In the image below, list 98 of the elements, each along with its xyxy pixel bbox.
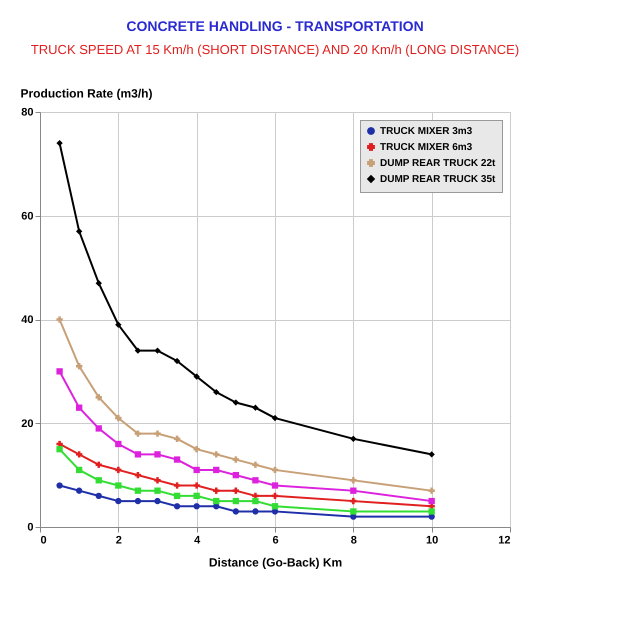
chart-title: CONCRETE HANDLING - TRANSPORTATION [126, 18, 424, 34]
point [232, 508, 239, 515]
x-tick-label: 2 [116, 534, 122, 546]
point [115, 322, 122, 328]
point [350, 508, 356, 515]
point [56, 368, 63, 375]
point [428, 498, 435, 504]
point [252, 462, 259, 468]
legend-label: TRUCK MIXER 3m3 [380, 126, 473, 137]
point [76, 228, 82, 234]
point [174, 492, 180, 500]
point [194, 446, 200, 452]
point [428, 451, 435, 458]
point [194, 492, 200, 500]
point [213, 388, 220, 396]
point [194, 503, 200, 510]
x-tick-label: 10 [426, 534, 438, 546]
point [96, 462, 102, 468]
point [252, 508, 259, 515]
point [76, 404, 82, 411]
x-axis-title: Distance (Go-Back) Km [208, 556, 342, 570]
legend-label: DUMP REAR TRUCK 22t [380, 158, 496, 169]
point [350, 436, 356, 442]
point [76, 451, 82, 458]
point [96, 394, 102, 400]
point [213, 488, 220, 494]
point [115, 414, 122, 422]
x-tick-label: 6 [272, 534, 279, 546]
point [76, 488, 82, 494]
y-tick-label: 60 [21, 210, 34, 222]
point [154, 498, 161, 504]
point [115, 466, 122, 474]
y-tick-label: 40 [21, 314, 34, 326]
point [232, 498, 239, 504]
point [174, 482, 180, 489]
point [213, 466, 220, 474]
chart-subtitle: TRUCK SPEED AT 15 Km/h (SHORT DISTANCE) AND 20 Km/h (LONG DISTANCE) [30, 42, 520, 57]
point [272, 492, 278, 500]
point [213, 451, 220, 458]
point [272, 414, 278, 422]
point [350, 498, 356, 504]
point [272, 503, 278, 510]
point [96, 280, 102, 286]
point [252, 498, 259, 504]
point [350, 488, 356, 494]
legend-label: TRUCK MIXER 6m3 [380, 142, 473, 153]
point [194, 373, 200, 380]
point [232, 472, 239, 478]
point [154, 451, 161, 458]
point [428, 508, 435, 515]
point [232, 488, 239, 494]
point [194, 482, 200, 489]
point [76, 363, 82, 370]
x-tick-label: 8 [350, 534, 357, 546]
point [428, 488, 435, 494]
point [232, 456, 239, 463]
y-tick-label: 0 [27, 522, 34, 534]
point [134, 498, 142, 504]
point [134, 472, 142, 478]
point [154, 488, 161, 494]
point [154, 347, 161, 354]
point [56, 446, 63, 452]
point [174, 436, 180, 442]
x-tick-label: 0 [40, 534, 47, 546]
y-tick-label: 20 [21, 418, 34, 430]
point [96, 492, 102, 500]
point [115, 440, 122, 448]
point [252, 477, 259, 484]
point [350, 477, 356, 484]
point [272, 466, 278, 474]
point [154, 430, 161, 437]
point [96, 477, 102, 484]
point [174, 456, 180, 463]
point [96, 425, 102, 432]
point [252, 404, 259, 411]
x-tick-label: 12 [498, 534, 510, 546]
point [56, 440, 63, 448]
point [56, 482, 63, 489]
point [194, 466, 200, 474]
y-axis-title: Production Rate (m3/h) [20, 86, 153, 100]
y-tick-label: 80 [21, 106, 34, 118]
point [115, 498, 122, 504]
point [56, 140, 63, 146]
point [154, 477, 161, 484]
point [213, 498, 220, 504]
point [56, 316, 63, 323]
point [232, 399, 239, 406]
point [174, 358, 180, 364]
legend-label: DUMP REAR TRUCK 35t [380, 174, 496, 185]
point [174, 503, 180, 510]
point [272, 482, 278, 489]
point [134, 488, 142, 494]
point [134, 430, 142, 437]
point [76, 466, 82, 474]
point [115, 482, 122, 489]
x-tick-label: 4 [194, 534, 202, 546]
point [134, 347, 142, 354]
point [134, 451, 142, 458]
